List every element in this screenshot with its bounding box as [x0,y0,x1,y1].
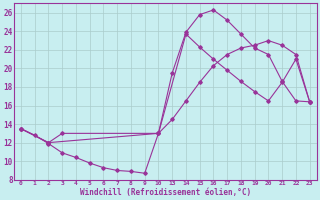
X-axis label: Windchill (Refroidissement éolien,°C): Windchill (Refroidissement éolien,°C) [80,188,251,197]
